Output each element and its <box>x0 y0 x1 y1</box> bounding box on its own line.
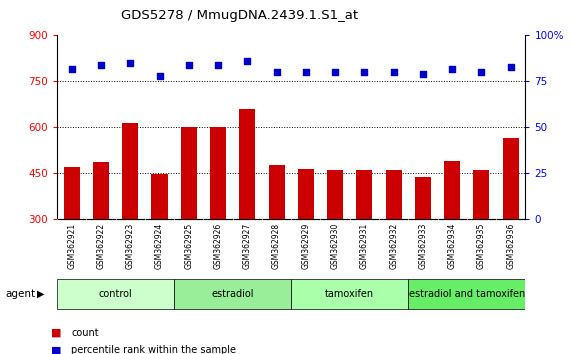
Text: GSM362932: GSM362932 <box>389 222 398 269</box>
FancyBboxPatch shape <box>291 279 408 309</box>
Bar <box>298 169 314 219</box>
Text: GSM362926: GSM362926 <box>214 222 223 269</box>
Text: GSM362923: GSM362923 <box>126 222 135 269</box>
Text: estradiol and tamoxifen: estradiol and tamoxifen <box>409 289 525 299</box>
Text: GSM362935: GSM362935 <box>477 222 486 269</box>
Point <box>243 58 252 64</box>
Point <box>214 62 223 68</box>
Bar <box>268 165 284 219</box>
Text: GDS5278 / MmugDNA.2439.1.S1_at: GDS5278 / MmugDNA.2439.1.S1_at <box>121 9 359 22</box>
Text: GSM362921: GSM362921 <box>67 222 77 269</box>
Point <box>448 66 457 72</box>
Point <box>272 69 281 75</box>
Text: ▶: ▶ <box>37 289 45 299</box>
Bar <box>473 170 489 219</box>
Bar <box>444 161 460 219</box>
Text: count: count <box>71 328 99 338</box>
FancyBboxPatch shape <box>174 279 291 309</box>
FancyBboxPatch shape <box>57 279 174 309</box>
FancyBboxPatch shape <box>408 279 525 309</box>
Point <box>67 66 77 72</box>
Bar <box>502 138 518 219</box>
Text: GSM362927: GSM362927 <box>243 222 252 269</box>
Bar <box>93 162 109 219</box>
Bar <box>181 127 197 219</box>
Text: GSM362931: GSM362931 <box>360 222 369 269</box>
Text: GSM362934: GSM362934 <box>448 222 457 269</box>
Text: GSM362924: GSM362924 <box>155 222 164 269</box>
Point <box>389 69 398 75</box>
Text: GSM362936: GSM362936 <box>506 222 515 269</box>
Text: GSM362925: GSM362925 <box>184 222 194 269</box>
Point <box>155 73 164 79</box>
Bar <box>122 123 138 219</box>
Text: ■: ■ <box>51 346 62 354</box>
Text: ■: ■ <box>51 328 62 338</box>
Text: GSM362929: GSM362929 <box>301 222 311 269</box>
Point <box>184 62 194 68</box>
Bar <box>239 109 255 219</box>
Bar <box>415 177 431 219</box>
Point <box>126 60 135 66</box>
Text: tamoxifen: tamoxifen <box>325 289 375 299</box>
Text: GSM362930: GSM362930 <box>331 222 340 269</box>
Bar <box>151 175 167 219</box>
Point <box>301 69 311 75</box>
Bar <box>356 170 372 219</box>
Point <box>506 64 515 69</box>
Text: GSM362928: GSM362928 <box>272 222 281 269</box>
Point <box>419 71 428 77</box>
Point <box>331 69 340 75</box>
Point <box>96 62 106 68</box>
Text: control: control <box>99 289 132 299</box>
Bar <box>210 126 226 219</box>
Text: percentile rank within the sample: percentile rank within the sample <box>71 346 236 354</box>
Text: agent: agent <box>6 289 36 299</box>
Point <box>477 69 486 75</box>
Text: estradiol: estradiol <box>211 289 254 299</box>
Bar <box>385 170 401 219</box>
Bar <box>327 170 343 219</box>
Bar <box>64 167 80 219</box>
Point <box>360 69 369 75</box>
Text: GSM362922: GSM362922 <box>96 222 106 269</box>
Text: GSM362933: GSM362933 <box>419 222 428 269</box>
